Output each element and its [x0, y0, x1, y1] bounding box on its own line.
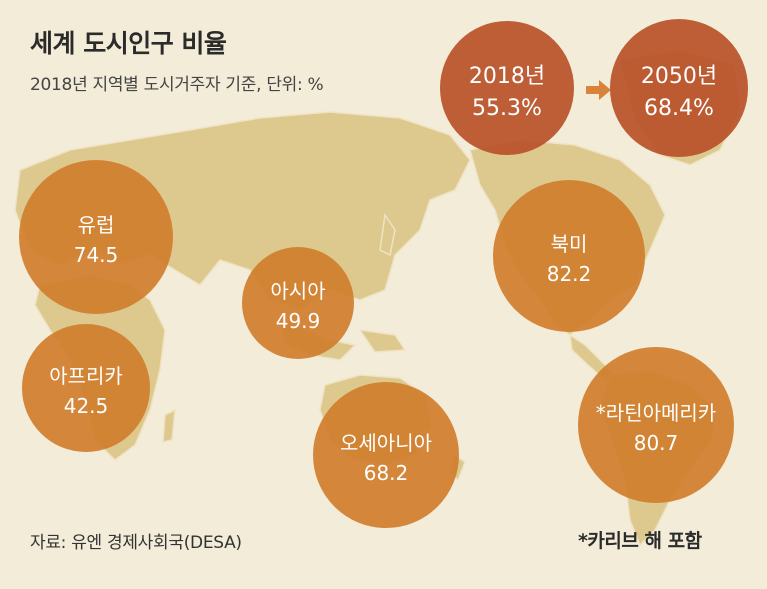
bubble-year-2018-value: 55.3% — [472, 96, 542, 121]
page-subtitle: 2018년 지역별 도시거주자 기준, 단위: % — [30, 75, 324, 95]
bubble-latin-america: *라틴아메리카 80.7 — [578, 347, 734, 503]
bubble-africa-label: 아프리카 — [49, 364, 123, 388]
bubble-oceania-label: 오세아니아 — [340, 431, 432, 455]
caribbean-note: *카리브 해 포함 — [578, 530, 702, 552]
bubble-asia: 아시아 49.9 — [242, 247, 354, 359]
bubble-europe-circle — [19, 160, 173, 314]
bubble-oceania-value: 68.2 — [364, 461, 409, 485]
bubble-asia-label: 아시아 — [270, 279, 325, 303]
bubble-latin-america-circle — [578, 347, 734, 503]
bubble-year-2050-label: 2050년 — [641, 64, 717, 89]
bubble-year-2018: 2018년 55.3% — [440, 21, 574, 155]
source-note: 자료: 유엔 경제사회국(DESA) — [30, 533, 242, 553]
bubble-year-2018-label: 2018년 — [469, 64, 545, 89]
bubble-year-2018-circle — [440, 21, 574, 155]
bubble-latin-america-label: *라틴아메리카 — [596, 401, 716, 425]
bubble-oceania: 오세아니아 68.2 — [313, 382, 459, 528]
page-title: 세계 도시인구 비율 — [30, 29, 227, 58]
bubble-latin-america-value: 80.7 — [634, 431, 679, 455]
bubble-asia-value: 49.9 — [276, 309, 321, 333]
bubble-europe: 유럽 74.5 — [19, 160, 173, 314]
bubble-africa-value: 42.5 — [64, 394, 109, 418]
bubble-north-america-label: 북미 — [551, 232, 588, 256]
bubble-africa-circle — [22, 324, 150, 452]
bubble-asia-circle — [242, 247, 354, 359]
bubble-year-2050: 2050년 68.4% — [610, 19, 748, 157]
bubble-year-2050-circle — [610, 19, 748, 157]
bubble-europe-value: 74.5 — [74, 243, 119, 267]
bubble-oceania-circle — [313, 382, 459, 528]
bubble-north-america-circle — [493, 180, 645, 332]
bubble-north-america-value: 82.2 — [547, 262, 592, 286]
arrow-right-icon — [586, 80, 611, 100]
bubble-africa: 아프리카 42.5 — [22, 324, 150, 452]
bubble-north-america: 북미 82.2 — [493, 180, 645, 332]
bubble-year-2050-value: 68.4% — [644, 96, 714, 121]
bubble-europe-label: 유럽 — [78, 213, 115, 237]
